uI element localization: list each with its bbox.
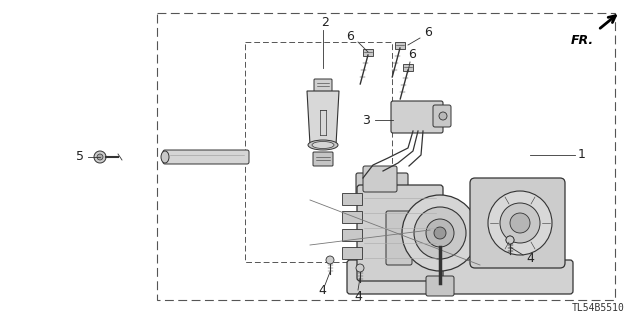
- FancyBboxPatch shape: [356, 173, 408, 199]
- FancyBboxPatch shape: [313, 152, 333, 166]
- Bar: [395, 42, 405, 49]
- Ellipse shape: [312, 142, 334, 149]
- FancyBboxPatch shape: [426, 276, 454, 296]
- Bar: [342, 247, 362, 259]
- Circle shape: [94, 151, 106, 163]
- FancyBboxPatch shape: [363, 166, 397, 192]
- FancyBboxPatch shape: [391, 101, 443, 133]
- FancyBboxPatch shape: [433, 105, 451, 127]
- FancyBboxPatch shape: [347, 260, 573, 294]
- Text: 6: 6: [346, 29, 354, 42]
- Circle shape: [500, 203, 540, 243]
- Bar: [245, 42, 392, 262]
- Text: 4: 4: [526, 251, 534, 264]
- Circle shape: [506, 236, 514, 244]
- FancyBboxPatch shape: [470, 178, 565, 268]
- Text: FR.: FR.: [571, 34, 594, 47]
- Circle shape: [510, 213, 530, 233]
- Circle shape: [414, 207, 466, 259]
- Circle shape: [506, 236, 514, 244]
- Bar: [342, 229, 362, 241]
- Text: TL54B5510: TL54B5510: [572, 303, 625, 313]
- Ellipse shape: [308, 140, 338, 150]
- Circle shape: [488, 191, 552, 255]
- Bar: [363, 49, 373, 56]
- Ellipse shape: [161, 151, 169, 163]
- Circle shape: [426, 219, 454, 247]
- Bar: [403, 64, 413, 71]
- FancyBboxPatch shape: [357, 185, 443, 281]
- Circle shape: [434, 227, 446, 239]
- Circle shape: [356, 264, 364, 272]
- FancyBboxPatch shape: [386, 211, 412, 265]
- Text: 2: 2: [321, 16, 329, 28]
- Bar: [342, 211, 362, 223]
- Text: 3: 3: [362, 114, 370, 127]
- Circle shape: [402, 195, 478, 271]
- Polygon shape: [307, 91, 339, 145]
- Bar: [157, 13, 615, 300]
- FancyBboxPatch shape: [163, 150, 249, 164]
- Text: 6: 6: [408, 48, 416, 62]
- Text: 1: 1: [578, 149, 586, 161]
- Circle shape: [326, 256, 334, 264]
- FancyBboxPatch shape: [314, 79, 332, 92]
- Bar: [342, 193, 362, 205]
- Circle shape: [97, 154, 103, 160]
- Text: 5: 5: [76, 151, 84, 164]
- Ellipse shape: [439, 112, 447, 120]
- Text: 4: 4: [318, 285, 326, 298]
- Ellipse shape: [376, 182, 386, 190]
- Text: 6: 6: [424, 26, 432, 40]
- Text: 4: 4: [354, 290, 362, 302]
